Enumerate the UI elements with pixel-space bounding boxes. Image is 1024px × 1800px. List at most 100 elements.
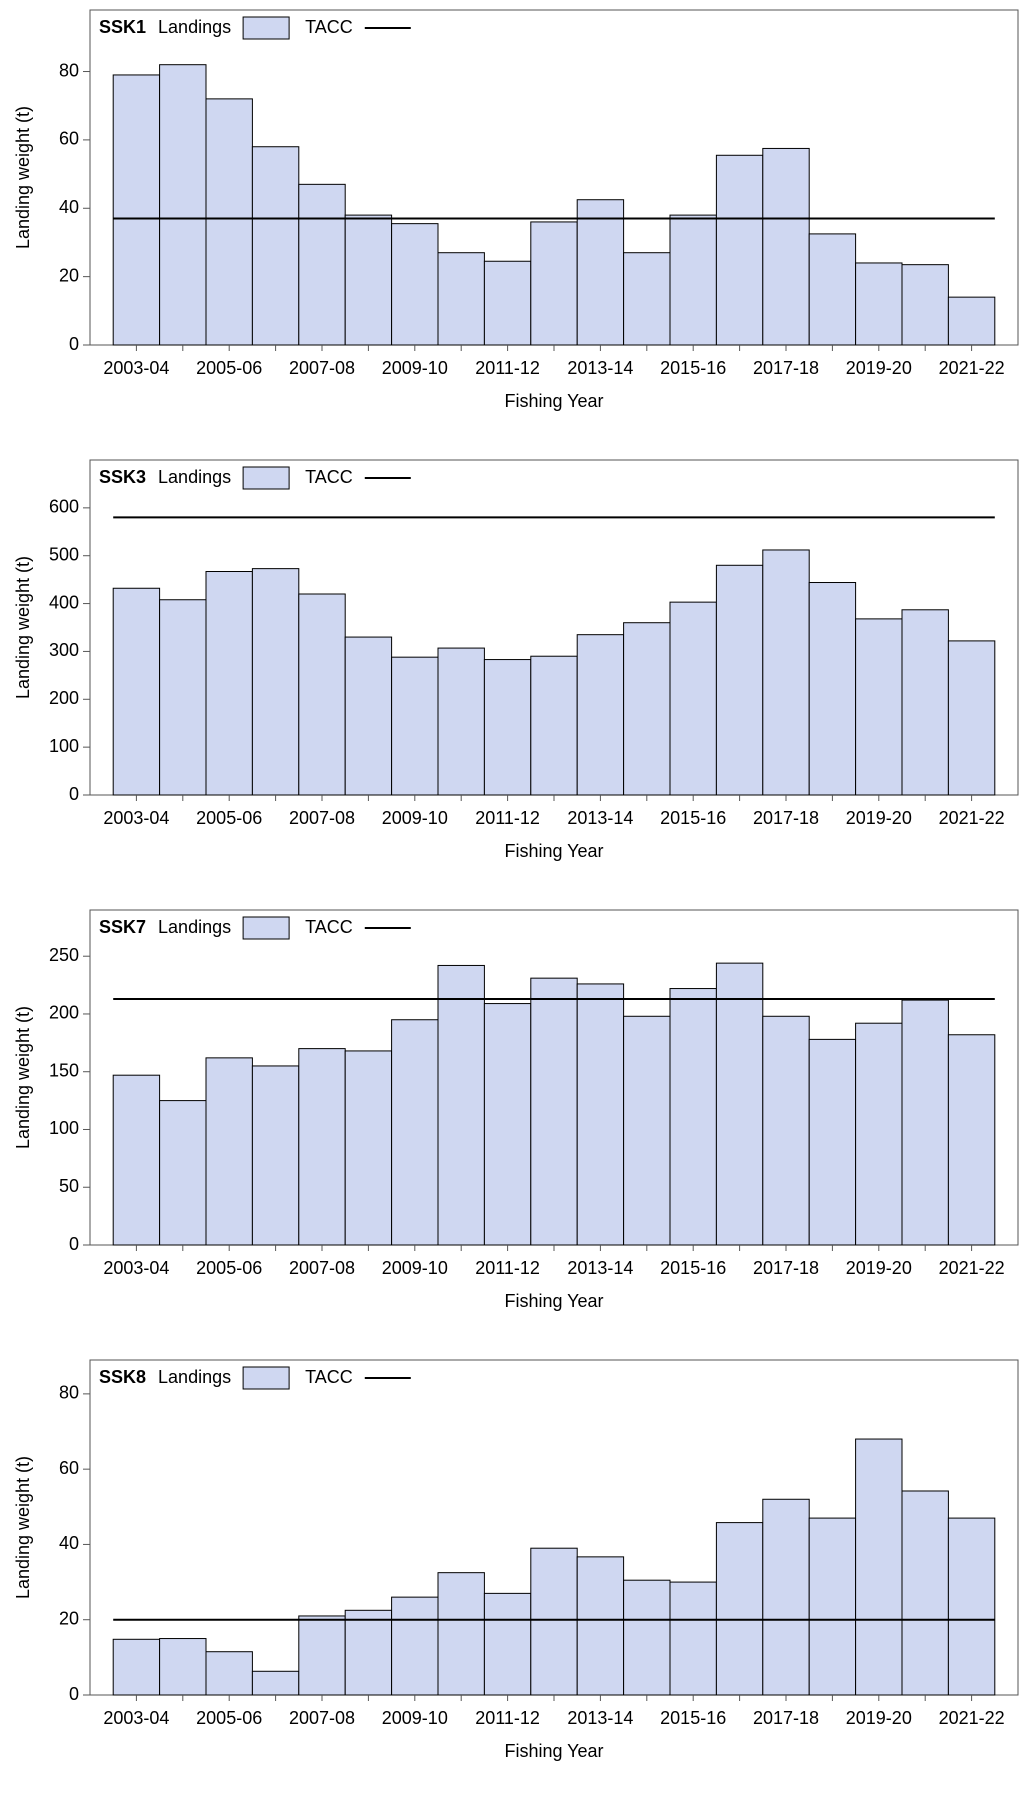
x-tick-label: 2003-04 bbox=[103, 358, 169, 378]
y-axis-title: Landing weight (t) bbox=[13, 106, 33, 249]
bar bbox=[159, 1100, 207, 1246]
legend-swatch bbox=[242, 466, 290, 490]
bar bbox=[205, 1057, 253, 1246]
bar bbox=[762, 549, 810, 796]
chart-title: SSK8 bbox=[99, 1367, 146, 1387]
x-tick-label: 2017-18 bbox=[753, 1708, 819, 1728]
y-tick-label: 500 bbox=[49, 544, 79, 564]
bar bbox=[715, 564, 764, 796]
bar bbox=[251, 568, 300, 796]
y-tick-label: 400 bbox=[49, 592, 79, 612]
bar bbox=[298, 183, 346, 346]
y-tick-label: 60 bbox=[59, 1458, 79, 1478]
x-tick-label: 2003-04 bbox=[103, 808, 169, 828]
y-tick-label: 200 bbox=[49, 1003, 79, 1023]
bar bbox=[159, 64, 207, 346]
bar bbox=[483, 1592, 532, 1696]
legend-label: TACC bbox=[305, 1367, 353, 1387]
bar bbox=[947, 1034, 996, 1246]
bar bbox=[483, 659, 532, 796]
y-axis-title: Landing weight (t) bbox=[13, 556, 33, 699]
x-tick-label: 2011-12 bbox=[475, 358, 540, 378]
y-axis-title: Landing weight (t) bbox=[13, 1456, 33, 1599]
x-tick-label: 2021-22 bbox=[939, 358, 1005, 378]
bar bbox=[344, 1609, 393, 1696]
chart-panel: 0 20 40 60 80 2003-04 2005-06 2007-08 2009-10 201… bbox=[13, 1359, 1019, 1761]
bar bbox=[112, 1074, 161, 1246]
bar bbox=[947, 1517, 996, 1696]
bar bbox=[808, 1517, 857, 1696]
legend-label: Landings bbox=[158, 467, 231, 487]
bar bbox=[576, 983, 625, 1246]
bar bbox=[298, 1615, 346, 1696]
x-tick-label: 2021-22 bbox=[939, 1708, 1005, 1728]
bar bbox=[437, 964, 485, 1246]
bar bbox=[623, 1579, 671, 1696]
legend-label: Landings bbox=[158, 17, 231, 37]
bar bbox=[112, 74, 161, 346]
bar bbox=[808, 1038, 857, 1246]
x-tick-label: 2013-14 bbox=[567, 1708, 633, 1728]
y-tick-label: 0 bbox=[69, 1684, 79, 1704]
x-tick-label: 2005-06 bbox=[196, 1258, 262, 1278]
legend-label: TACC bbox=[305, 467, 353, 487]
bar bbox=[947, 640, 996, 796]
bar bbox=[762, 147, 810, 346]
x-axis-title: Fishing Year bbox=[504, 391, 603, 411]
y-tick-label: 0 bbox=[69, 334, 79, 354]
bar bbox=[391, 223, 439, 346]
bar bbox=[901, 609, 949, 796]
bar bbox=[623, 622, 671, 796]
x-tick-label: 2011-12 bbox=[475, 1708, 540, 1728]
legend-swatch bbox=[242, 1366, 290, 1390]
bar bbox=[901, 1490, 949, 1696]
x-tick-label: 2007-08 bbox=[289, 1258, 355, 1278]
bar bbox=[623, 1015, 671, 1246]
bar bbox=[530, 977, 578, 1246]
bar bbox=[576, 634, 625, 796]
x-tick-label: 2007-08 bbox=[289, 808, 355, 828]
x-tick-label: 2015-16 bbox=[660, 358, 726, 378]
y-tick-label: 60 bbox=[59, 129, 79, 149]
bar bbox=[623, 252, 671, 346]
chart-title: SSK1 bbox=[99, 17, 146, 37]
x-tick-label: 2003-04 bbox=[103, 1258, 169, 1278]
x-tick-label: 2013-14 bbox=[567, 358, 633, 378]
bar bbox=[530, 221, 578, 346]
x-tick-label: 2017-18 bbox=[753, 808, 819, 828]
bar bbox=[669, 988, 717, 1246]
x-tick-label: 2015-16 bbox=[660, 808, 726, 828]
bar bbox=[205, 571, 253, 796]
bar bbox=[483, 260, 532, 346]
bar bbox=[205, 98, 253, 346]
legend-label: TACC bbox=[305, 17, 353, 37]
bar bbox=[901, 264, 949, 346]
bar bbox=[298, 1048, 346, 1246]
x-axis-title: Fishing Year bbox=[504, 1741, 603, 1761]
bar bbox=[298, 593, 346, 796]
bar bbox=[669, 601, 717, 796]
y-tick-label: 600 bbox=[49, 497, 79, 517]
x-tick-label: 2021-22 bbox=[939, 808, 1005, 828]
bar bbox=[344, 1050, 393, 1246]
x-tick-label: 2017-18 bbox=[753, 358, 819, 378]
bar bbox=[344, 214, 393, 346]
x-tick-label: 2013-14 bbox=[567, 1258, 633, 1278]
x-tick-label: 2009-10 bbox=[382, 808, 448, 828]
y-tick-label: 20 bbox=[59, 265, 79, 285]
bar bbox=[855, 618, 903, 796]
bar bbox=[530, 655, 578, 796]
x-tick-label: 2017-18 bbox=[753, 1258, 819, 1278]
bar bbox=[808, 233, 857, 346]
bar bbox=[576, 199, 625, 346]
x-tick-label: 2009-10 bbox=[382, 1708, 448, 1728]
x-tick-label: 2015-16 bbox=[660, 1708, 726, 1728]
y-tick-label: 200 bbox=[49, 688, 79, 708]
bar bbox=[112, 587, 161, 796]
bar bbox=[762, 1498, 810, 1696]
bar bbox=[669, 1581, 717, 1696]
bar bbox=[437, 647, 485, 796]
bar bbox=[251, 1065, 300, 1246]
y-tick-label: 250 bbox=[49, 945, 79, 965]
x-tick-label: 2011-12 bbox=[475, 808, 540, 828]
